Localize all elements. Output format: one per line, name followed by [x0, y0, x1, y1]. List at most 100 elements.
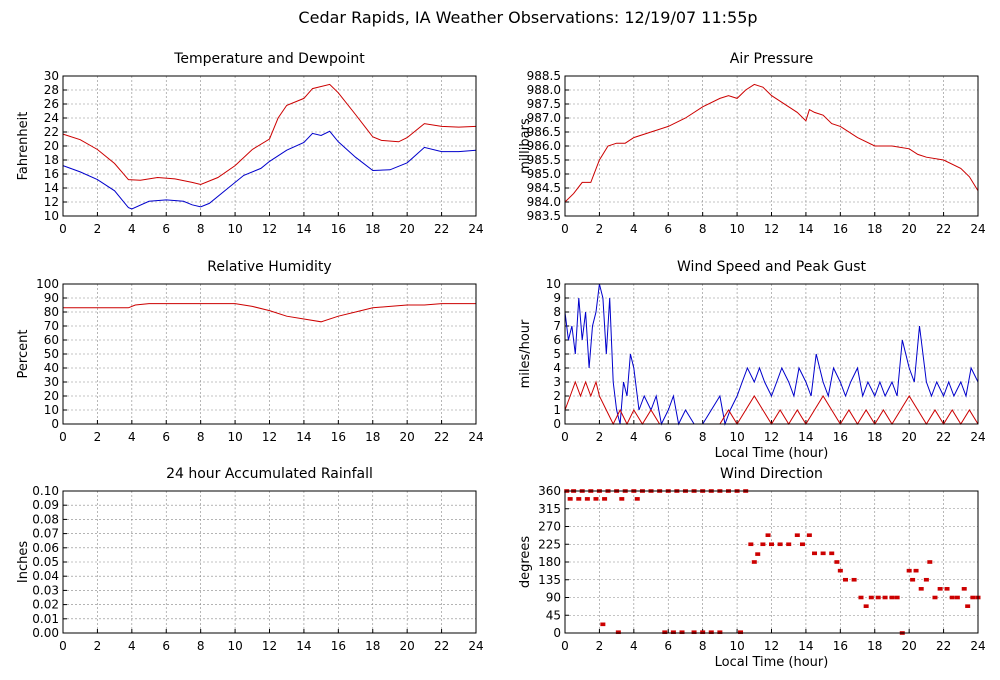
- direction-y-tick-label: 90: [546, 591, 561, 605]
- wind-plot-frame: [564, 283, 979, 425]
- direction-point: [961, 587, 967, 591]
- temp-y-tick-label: 20: [44, 139, 59, 153]
- direction-title: Wind Direction: [720, 466, 823, 482]
- temp-x-tick-label: 2: [94, 222, 102, 236]
- humidity-y-tick-label: 80: [44, 305, 59, 319]
- humidity-y-tick-label: 50: [44, 347, 59, 361]
- direction-point: [932, 595, 938, 600]
- direction-x-tick-label: 24: [970, 639, 985, 653]
- wind-x-tick-label: 2: [596, 430, 604, 444]
- wind-y-tick-label: 1: [553, 403, 561, 417]
- temp-y-tick-label: 22: [44, 125, 59, 139]
- wind-x-tick-label: 24: [970, 430, 985, 444]
- direction-point: [567, 497, 573, 501]
- page-title: Cedar Rapids, IA Weather Observations: 1…: [298, 8, 757, 27]
- pressure-x-tick-label: 0: [561, 222, 569, 236]
- rain-y-tick-label: 0.05: [32, 555, 59, 569]
- wind-series-0-line: [564, 283, 979, 426]
- pressure-x-tick-label: 18: [867, 222, 882, 236]
- humidity-y-tick-label: 100: [36, 277, 59, 291]
- rain-plot-frame: [62, 490, 477, 634]
- pressure-x-tick-label: 2: [596, 222, 604, 236]
- direction-x-tick-label: 12: [764, 639, 779, 653]
- rain-x-tick-label: 0: [59, 639, 67, 653]
- direction-point: [965, 604, 971, 608]
- wind-x-tick-label: 12: [764, 430, 779, 444]
- direction-point: [937, 587, 943, 591]
- pressure-y-tick-label: 985.0: [527, 167, 561, 181]
- direction-point: [615, 630, 621, 635]
- humidity-y-tick-label: 20: [44, 389, 59, 403]
- temp-x-tick-label: 20: [400, 222, 415, 236]
- wind-x-tick-label: 0: [561, 430, 569, 444]
- direction-point: [851, 577, 857, 582]
- rain-x-tick-label: 10: [227, 639, 242, 653]
- temp-x-tick-label: 22: [434, 222, 449, 236]
- wind-y-tick-label: 7: [553, 319, 561, 333]
- temp-series-0-line: [62, 83, 477, 186]
- rain-x-tick-label: 24: [468, 639, 483, 653]
- rain-x-tick-label: 14: [296, 639, 311, 653]
- rain-x-tick-label: 4: [128, 639, 136, 653]
- temp-x-tick-label: 4: [128, 222, 136, 236]
- rain-y-tick-label: 0.07: [32, 527, 59, 541]
- rain-y-tick-label: 0.02: [32, 598, 59, 612]
- wind-y-tick-label: 4: [553, 361, 561, 375]
- direction-x-tick-label: 2: [596, 639, 604, 653]
- direction-point: [834, 560, 840, 564]
- rain-y-tick-label: 0.03: [32, 583, 59, 597]
- direction-point: [576, 497, 582, 501]
- direction-point: [751, 560, 757, 564]
- pressure-y-tick-label: 984.5: [527, 181, 561, 195]
- direction-point: [910, 577, 916, 582]
- temp-y-tick-label: 16: [44, 167, 59, 181]
- wind-x-tick-label: 20: [902, 430, 917, 444]
- humidity-x-tick-label: 22: [434, 430, 449, 444]
- pressure-y-tick-label: 986.5: [527, 125, 561, 139]
- temp-x-tick-label: 0: [59, 222, 67, 236]
- pressure-x-tick-label: 24: [970, 222, 985, 236]
- direction-point: [829, 551, 835, 556]
- temp-x-tick-label: 8: [197, 222, 205, 236]
- direction-point: [923, 577, 929, 582]
- direction-point: [634, 497, 640, 501]
- temp-y-tick-label: 26: [44, 97, 59, 111]
- direction-point: [806, 533, 812, 537]
- direction-point: [842, 577, 848, 582]
- direction-y-tick-label: 360: [538, 484, 561, 498]
- direction-y-tick-label: 315: [538, 502, 561, 516]
- direction-point: [894, 595, 900, 600]
- direction-point: [670, 630, 676, 635]
- humidity-x-tick-label: 14: [296, 430, 311, 444]
- temp-y-tick-label: 30: [44, 69, 59, 83]
- direction-point: [708, 630, 714, 635]
- humidity-x-tick-label: 10: [227, 430, 242, 444]
- direction-point: [906, 568, 912, 573]
- humidity-y-tick-label: 0: [51, 417, 59, 431]
- direction-x-tick-label: 6: [664, 639, 672, 653]
- direction-x-tick-label: 22: [936, 639, 951, 653]
- direction-point: [889, 595, 895, 600]
- wind-xlabel: Local Time (hour): [715, 446, 829, 461]
- direction-ylabel: degrees: [518, 536, 533, 589]
- direction-point: [769, 542, 774, 547]
- direction-y-tick-label: 45: [546, 608, 561, 622]
- direction-point: [786, 542, 792, 547]
- direction-point: [691, 630, 697, 635]
- temp-x-tick-label: 16: [331, 222, 346, 236]
- pressure-ylabel: millibars: [518, 118, 533, 174]
- wind-ylabel: miles/hour: [518, 319, 533, 388]
- rain-x-tick-label: 6: [162, 639, 170, 653]
- direction-point: [918, 587, 924, 591]
- direction-y-tick-label: 270: [538, 520, 561, 534]
- wind-y-tick-label: 9: [553, 291, 561, 305]
- rain-x-tick-label: 8: [197, 639, 205, 653]
- temp-y-tick-label: 18: [44, 153, 59, 167]
- wind-y-tick-label: 6: [553, 333, 561, 347]
- direction-point: [662, 630, 668, 635]
- wind-y-tick-label: 2: [553, 389, 561, 403]
- direction-x-tick-label: 18: [867, 639, 882, 653]
